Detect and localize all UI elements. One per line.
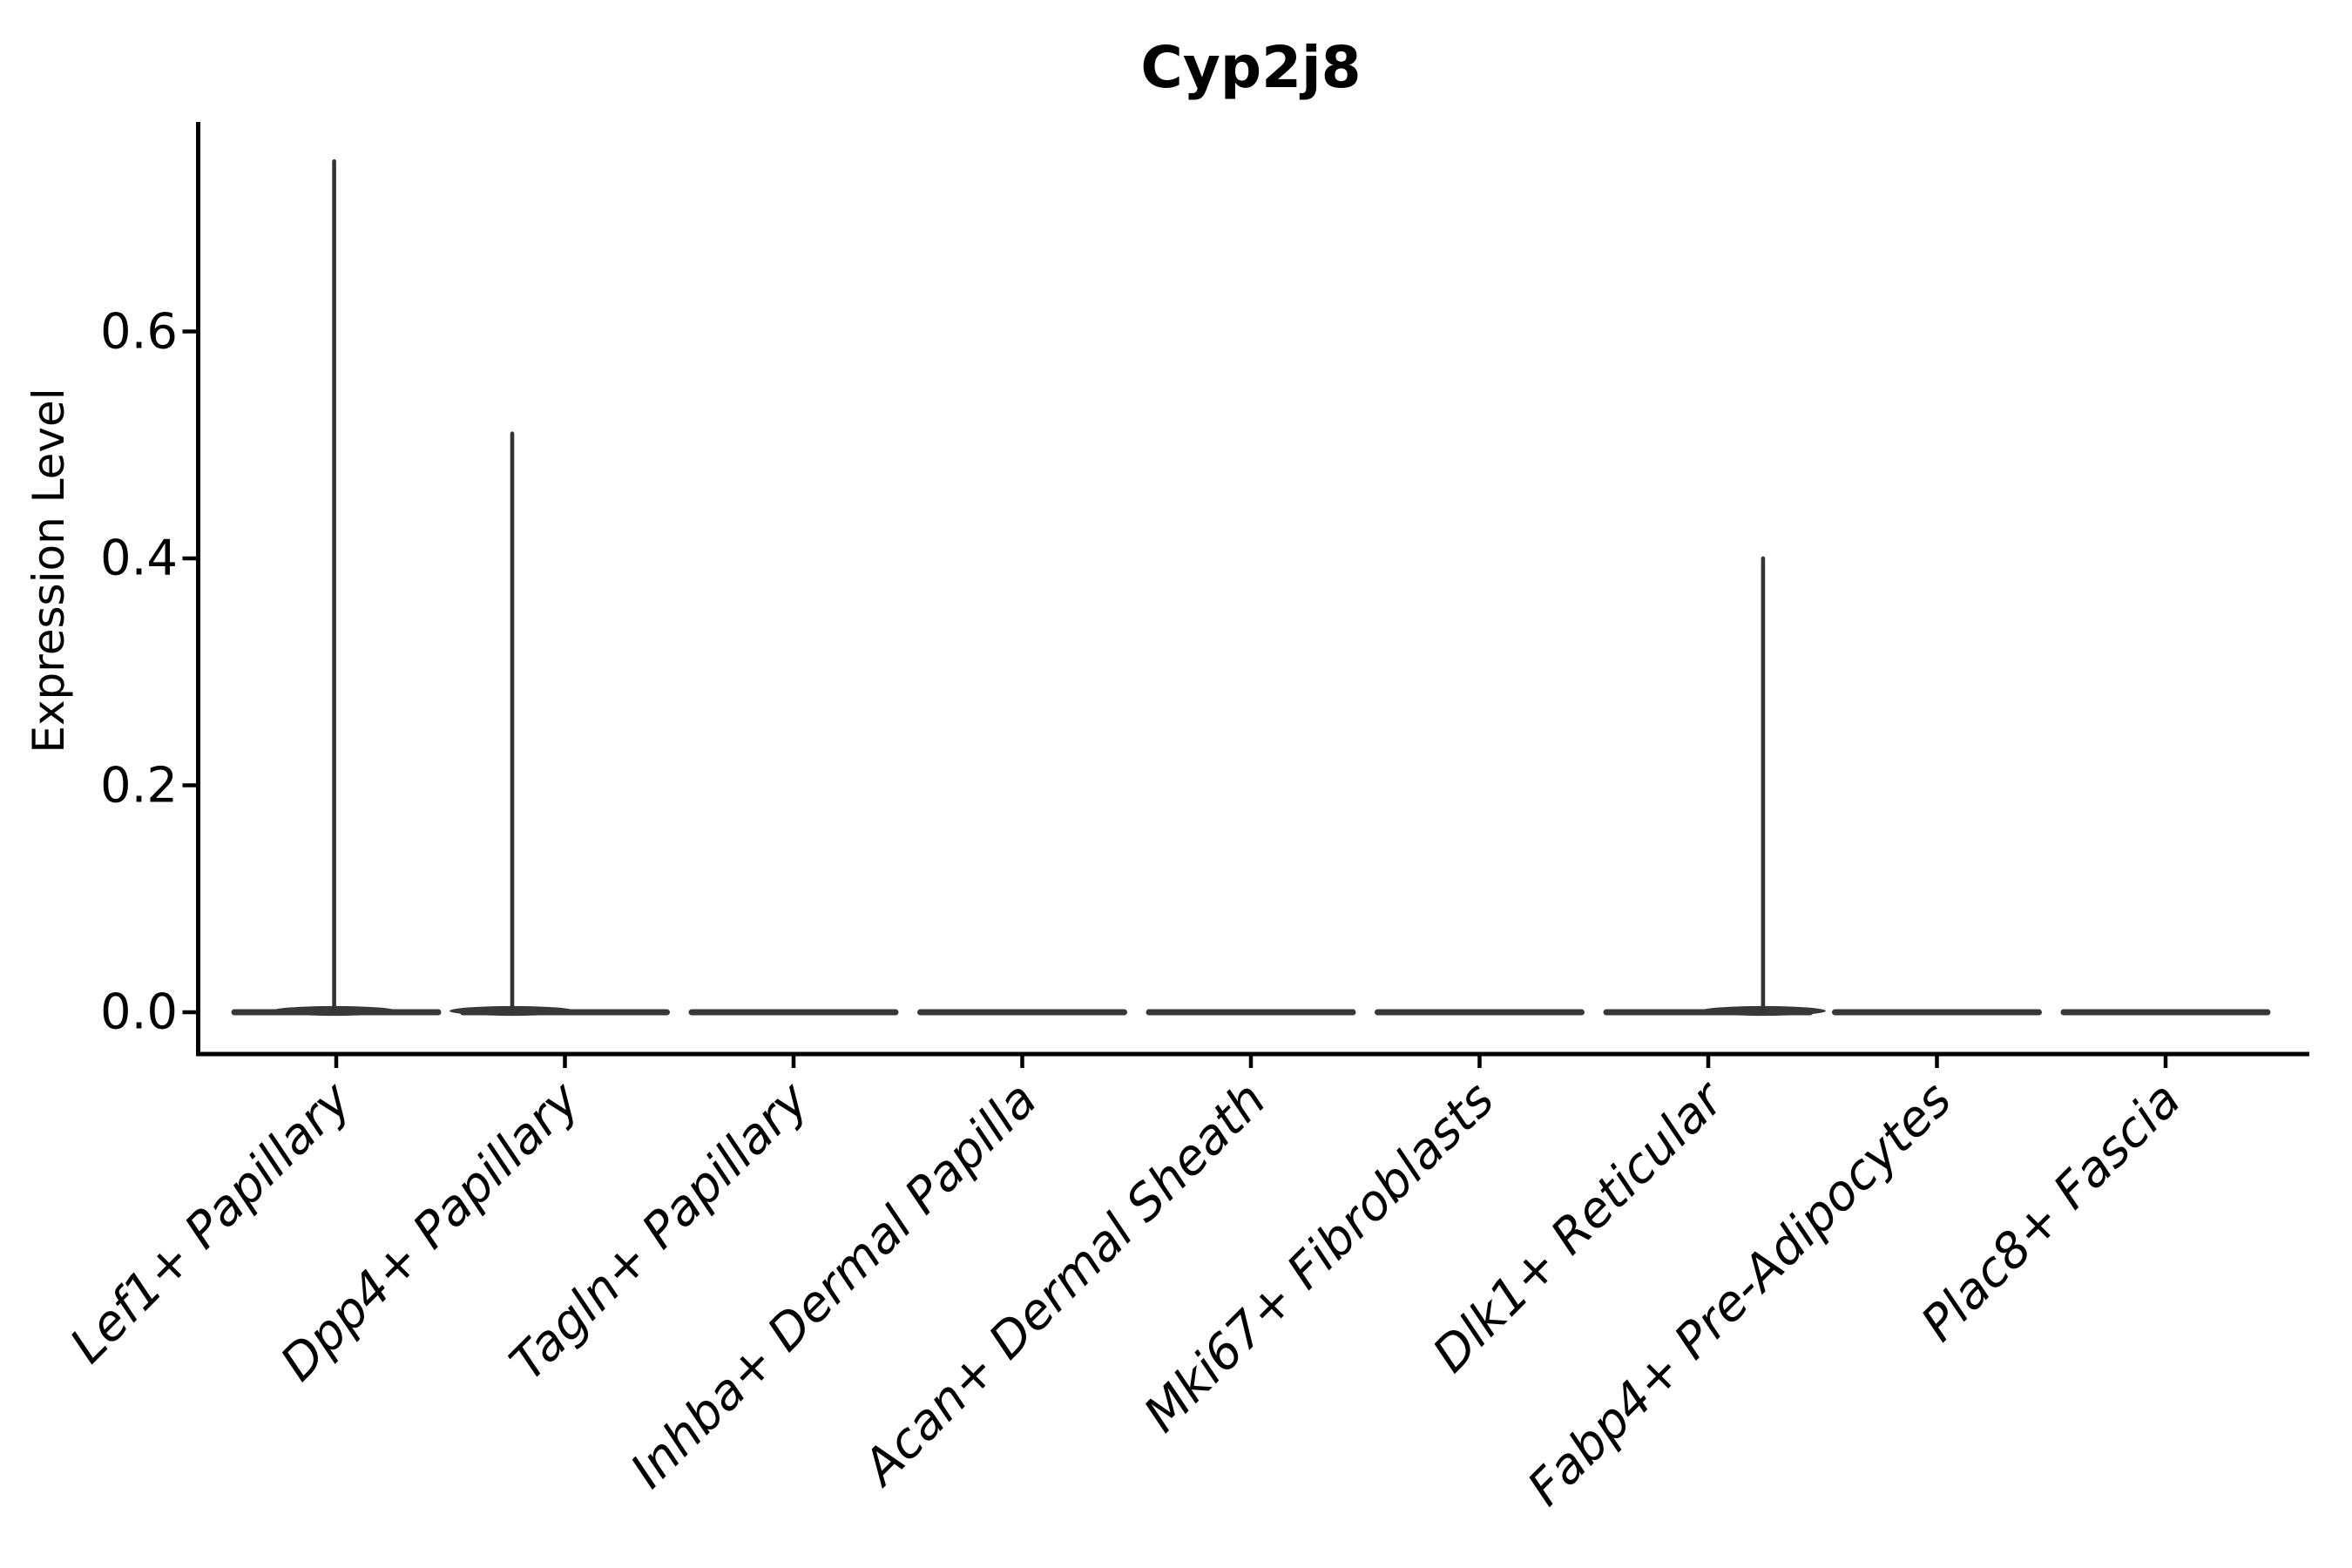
y-tick-labels: 0.0 0.2 0.4 0.6 [100,304,178,1041]
plot-layer [182,122,2309,1068]
y-tick-label-2: 0.4 [100,531,178,587]
y-tick-label-0: 0.0 [100,984,178,1041]
x-tick-label-3: Inhba+ Dermal Papilla [620,1071,1048,1499]
x-tick-label-4: Acan+ Dermal Sheath [851,1071,1277,1497]
y-tick-label-3: 0.6 [100,304,178,361]
y-axis-label: Expression Level [24,388,74,753]
x-tick-labels: Lef1+ Papillary Dpp4+ Papillary Tagln+ P… [59,1070,2192,1517]
x-tick-label-7: Fabp4+ Pre-Adipocytes [1517,1071,1963,1517]
y-tick-label-1: 0.2 [100,758,178,814]
chart-title: Cyp2j8 [1140,34,1361,101]
